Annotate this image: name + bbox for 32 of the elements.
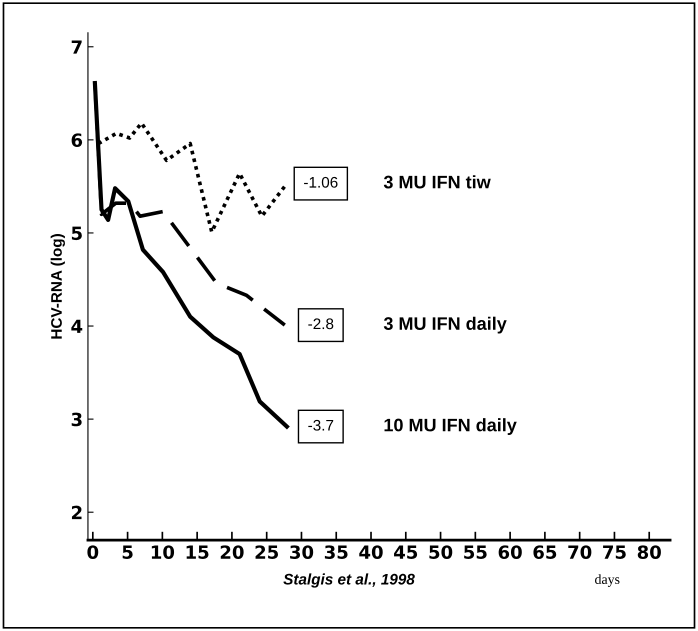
x-tick-label: 30	[290, 545, 314, 559]
x-axis-title: days	[595, 574, 620, 587]
legend-label: 10 MU IFN daily	[384, 418, 517, 435]
x-tick-label: 80	[638, 545, 661, 559]
y-tick-label: 3	[72, 412, 82, 426]
x-tick-label: 50	[429, 545, 452, 559]
x-tick-label: 20	[220, 545, 244, 559]
annotation: -2.8	[308, 318, 334, 330]
x-tick-label: 65	[533, 545, 556, 559]
x-tick-label: 60	[498, 545, 522, 559]
legend-label: 3 MU IFN daily	[384, 316, 507, 334]
x-tick-label: 25	[256, 545, 278, 559]
y-tick-label: 4	[71, 320, 82, 333]
legend-label: 3 MU IFN tiw	[384, 175, 491, 188]
text: Stalgis et al., 1998	[283, 573, 415, 588]
x-tick-label: 10	[152, 545, 174, 559]
y-tick-label: 6	[72, 133, 82, 147]
y-tick-label: 5	[72, 226, 82, 240]
x-tick-label: 0	[87, 545, 98, 559]
annotation: -3.7	[308, 420, 334, 431]
x-tick-label: 70	[568, 545, 592, 559]
annotation: -1.06	[304, 176, 338, 188]
y-axis-title: HCV-RNA (log)	[50, 234, 65, 339]
y-tick-label: 7	[72, 40, 82, 54]
x-tick-label: 40	[359, 545, 383, 559]
x-tick-label: 75	[603, 546, 626, 559]
x-tick-label: 55	[464, 546, 487, 559]
x-tick-label: 5	[122, 546, 133, 559]
x-tick-label: 15	[186, 546, 208, 559]
x-tick-label: 35	[324, 545, 348, 559]
x-tick-label: 45	[394, 546, 418, 559]
y-tick-label: 2	[72, 506, 82, 520]
